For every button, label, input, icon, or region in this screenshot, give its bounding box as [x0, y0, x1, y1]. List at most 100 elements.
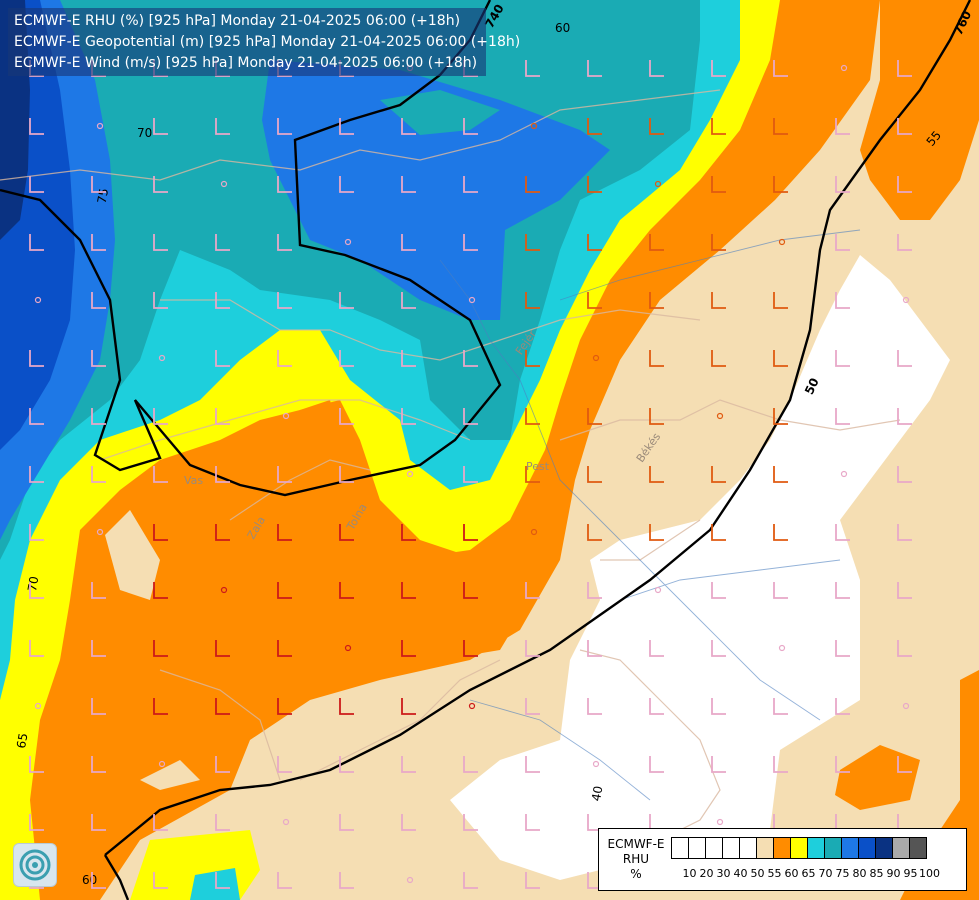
wind-barb	[525, 698, 540, 715]
geopotential-label: 50	[802, 376, 822, 397]
wind-calm-marker	[716, 412, 724, 420]
wind-barb	[29, 814, 44, 831]
wind-barb	[525, 176, 540, 193]
wind-barb	[91, 872, 106, 889]
wind-barb	[401, 350, 416, 367]
legend-swatch	[807, 837, 825, 859]
legend-swatch	[892, 837, 910, 859]
rh-contour-label: 70	[137, 126, 152, 140]
wind-calm-marker	[840, 64, 848, 72]
wind-barb	[401, 756, 416, 773]
wind-calm-marker	[592, 760, 600, 768]
wind-barb	[153, 234, 168, 251]
wind-barb	[587, 466, 602, 483]
wind-barb	[91, 466, 106, 483]
wind-barb	[277, 582, 292, 599]
wind-barb	[525, 350, 540, 367]
wind-barb	[401, 582, 416, 599]
legend-swatch	[756, 837, 774, 859]
wind-barb	[773, 292, 788, 309]
wind-barb	[29, 350, 44, 367]
wind-barb	[215, 408, 230, 425]
wind-barb	[339, 814, 354, 831]
wind-barb	[711, 176, 726, 193]
wind-barb	[525, 640, 540, 657]
wind-barb	[711, 350, 726, 367]
wind-barb	[277, 640, 292, 657]
wind-calm-marker	[654, 586, 662, 594]
wind-calm-marker	[344, 238, 352, 246]
wind-barb	[649, 756, 664, 773]
wind-calm-marker	[406, 876, 414, 884]
map-header: ECMWF-E RHU (%) [925 hPa] Monday 21-04-2…	[8, 8, 521, 76]
wind-barb	[897, 756, 912, 773]
wind-barb	[649, 698, 664, 715]
wind-barb	[773, 118, 788, 135]
wind-calm-marker	[778, 238, 786, 246]
wind-barb	[215, 814, 230, 831]
wind-barb	[897, 234, 912, 251]
wind-calm-marker	[654, 180, 662, 188]
legend-tick: 80	[852, 867, 867, 880]
wind-barb	[835, 698, 850, 715]
wind-calm-marker	[34, 296, 42, 304]
wind-barb	[525, 292, 540, 309]
wind-barb	[339, 176, 354, 193]
wind-barb	[153, 872, 168, 889]
legend-tick: 55	[767, 867, 782, 880]
wind-barb	[897, 176, 912, 193]
wind-calm-marker	[778, 644, 786, 652]
wind-barb	[463, 872, 478, 889]
wind-barb	[525, 234, 540, 251]
wind-calm-marker	[716, 818, 724, 826]
legend-tick: 95	[903, 867, 918, 880]
legend-tick: 50	[750, 867, 765, 880]
wind-barb	[463, 118, 478, 135]
wind-barb	[401, 118, 416, 135]
wind-barb	[587, 872, 602, 889]
wind-barb	[153, 292, 168, 309]
wind-barb	[711, 292, 726, 309]
wind-barb	[587, 698, 602, 715]
wind-barb	[525, 408, 540, 425]
legend-swatch	[688, 837, 706, 859]
wind-barb	[91, 582, 106, 599]
wind-barbs	[29, 60, 912, 889]
wind-barb	[587, 814, 602, 831]
legend-tick-labels: 10 20 30 40 50 55 60 65 70 75 80 85 90 95 100	[681, 867, 941, 880]
wind-calm-marker	[840, 470, 848, 478]
wind-barb	[587, 524, 602, 541]
wind-barb	[897, 60, 912, 77]
legend-tick: 70	[818, 867, 833, 880]
wind-barb	[153, 582, 168, 599]
legend-swatch	[722, 837, 740, 859]
wind-barb	[835, 292, 850, 309]
wind-barb	[835, 350, 850, 367]
wind-barb	[835, 234, 850, 251]
legend-swatch	[858, 837, 876, 859]
logo-icon	[13, 843, 57, 887]
wind-barb	[339, 524, 354, 541]
wind-barb	[587, 234, 602, 251]
wind-barb	[649, 640, 664, 657]
header-geopotential-line: ECMWF-E Geopotential (m) [925 hPa] Monda…	[14, 34, 521, 50]
wind-barb	[711, 60, 726, 77]
wind-barb	[277, 350, 292, 367]
wind-barb	[339, 756, 354, 773]
wind-calm-marker	[468, 702, 476, 710]
wind-barb	[91, 814, 106, 831]
wind-calm-marker	[344, 644, 352, 652]
wind-barb	[339, 582, 354, 599]
wind-barb	[339, 872, 354, 889]
wind-barb	[29, 582, 44, 599]
wind-barb	[153, 176, 168, 193]
wind-barb	[587, 60, 602, 77]
wind-calm-marker	[220, 180, 228, 188]
wind-barb	[153, 698, 168, 715]
legend-swatch	[909, 837, 927, 859]
wind-barb	[711, 582, 726, 599]
wind-barb	[649, 408, 664, 425]
wind-barb	[91, 176, 106, 193]
wind-barb	[91, 698, 106, 715]
